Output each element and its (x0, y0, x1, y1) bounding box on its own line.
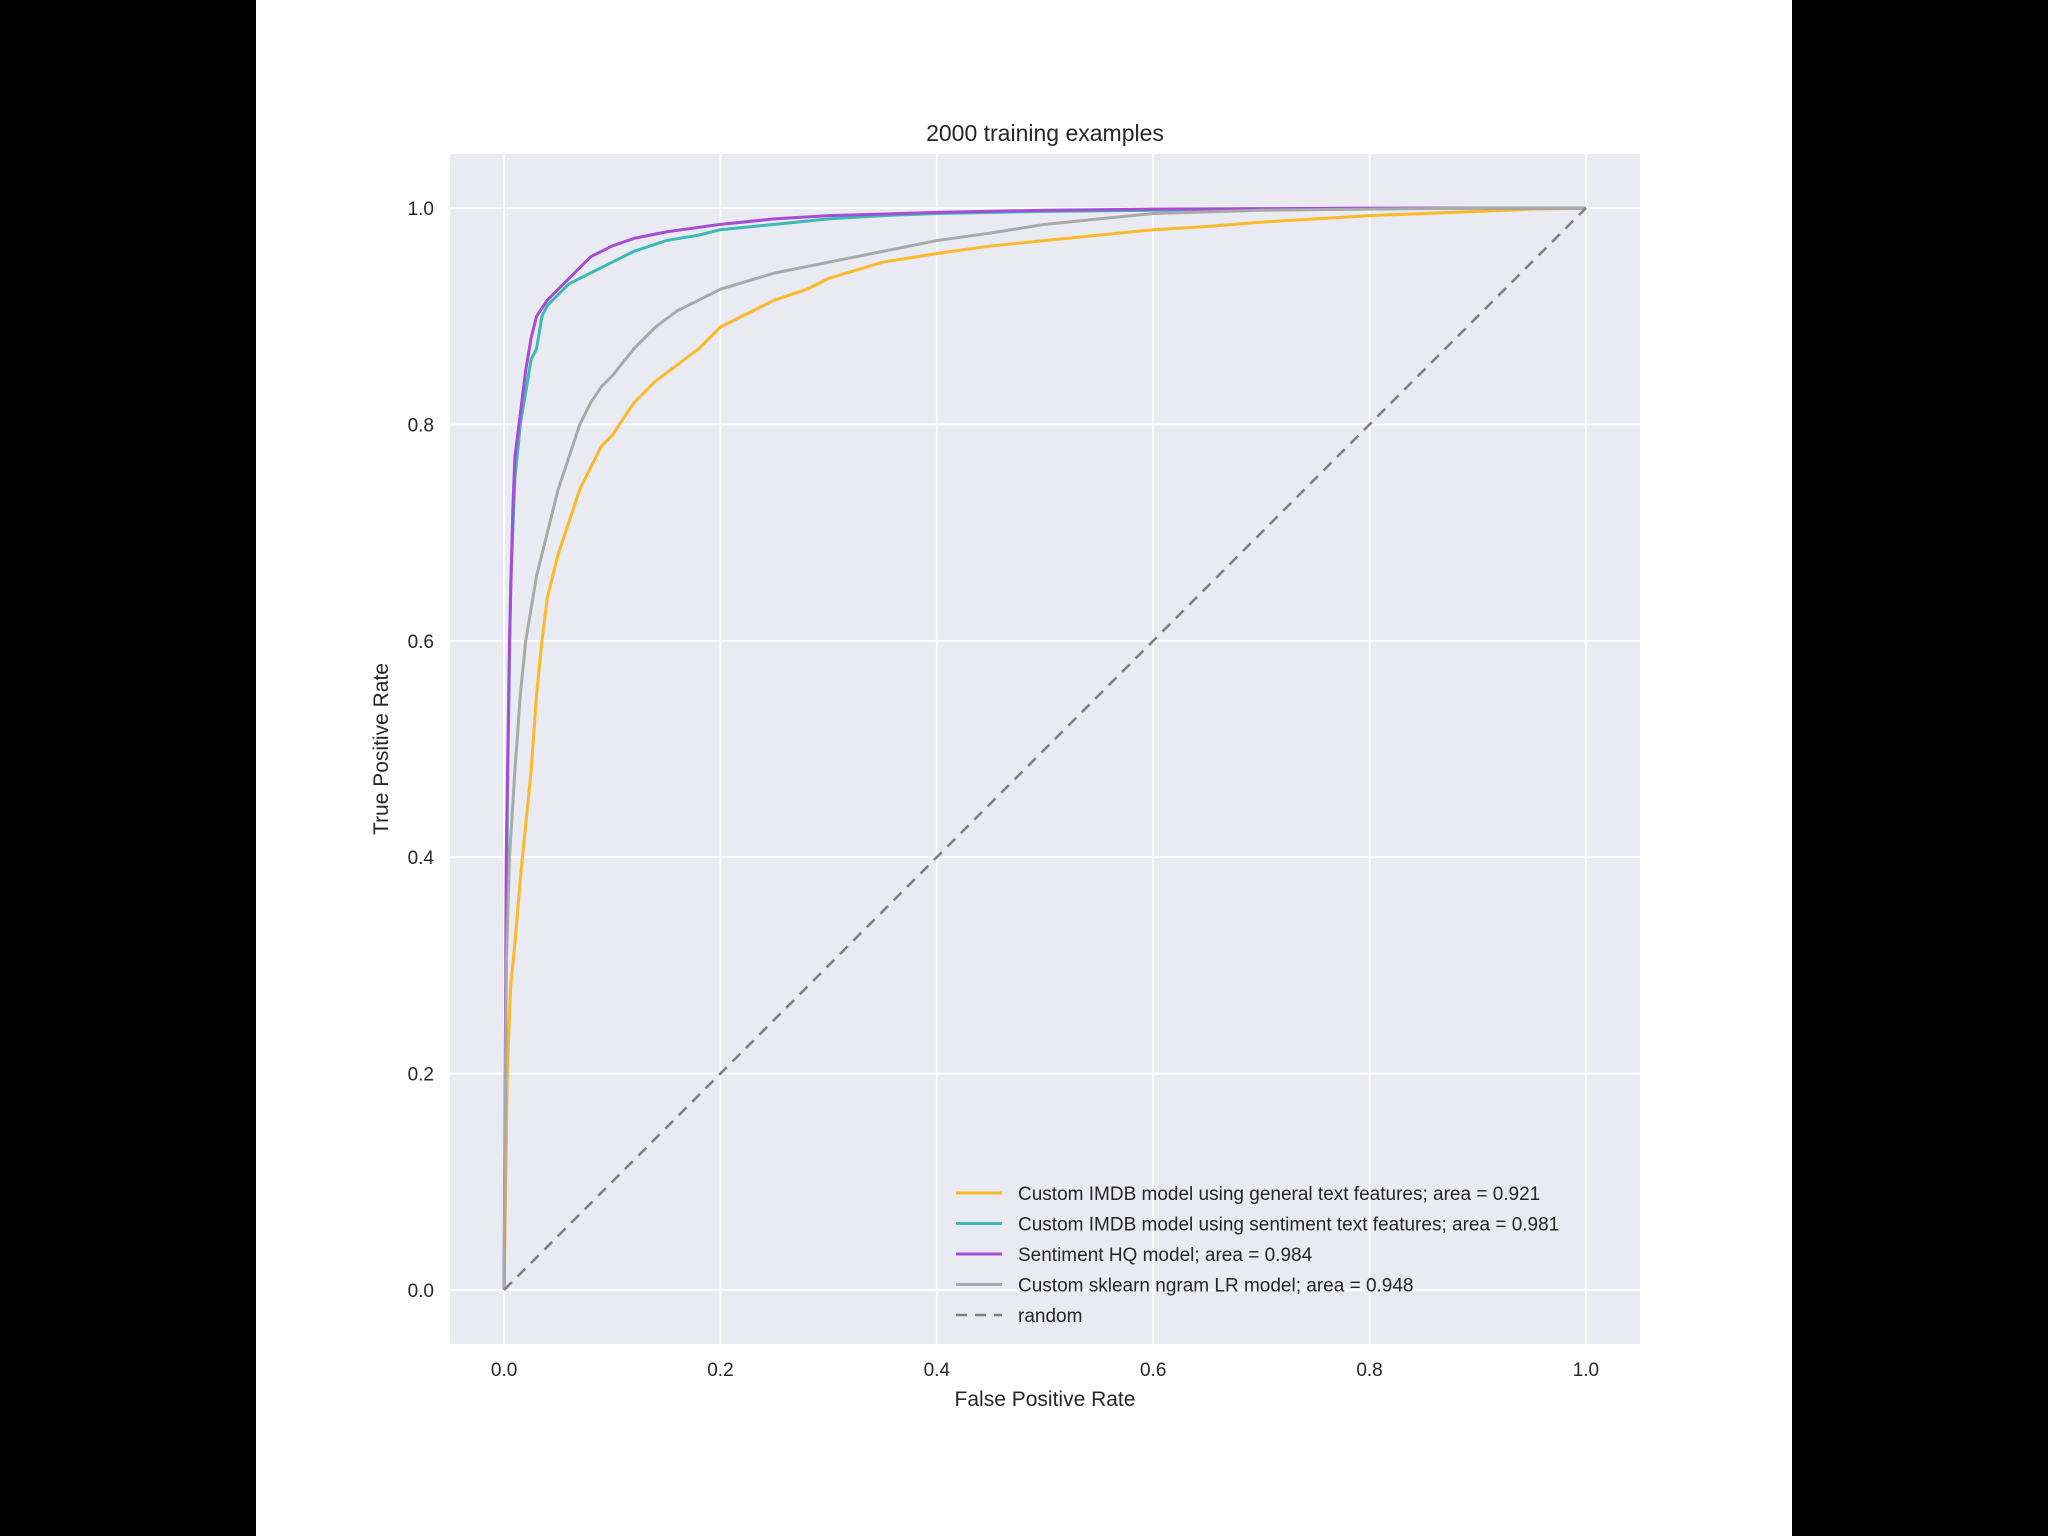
legend-label-0: Custom IMDB model using general text fea… (1018, 1184, 1540, 1205)
roc-chart: 0.0 0.2 0.4 0.6 0.8 1.0 0.0 0.2 0.4 0.6 0.8 1.0 20… (370, 120, 1640, 1411)
x-tick-label: 0.8 (1356, 1360, 1382, 1381)
y-tick-label: 0.6 (408, 632, 434, 653)
legend-label-2: Sentiment HQ model; area = 0.984 (1018, 1245, 1313, 1266)
y-tick-label: 0.4 (408, 848, 435, 869)
y-tick-label: 0.8 (408, 415, 434, 436)
series-lines (502, 206, 1587, 1291)
legend-label-3: Custom sklearn ngram LR model; area = 0.… (1018, 1276, 1414, 1297)
grid (450, 154, 1640, 1344)
y-tick-label: 0.2 (408, 1065, 434, 1086)
legend-label-4: random (1018, 1306, 1082, 1327)
series-line-2 (502, 206, 1586, 1290)
y-tick-label: 1.0 (408, 199, 434, 220)
x-tick-label: 0.2 (707, 1360, 733, 1381)
x-axis-label: False Positive Rate (955, 1388, 1136, 1411)
figure: 0.0 0.2 0.4 0.6 0.8 1.0 0.0 0.2 0.4 0.6 0.8 1.0 20… (256, 0, 1792, 1536)
y-axis-label: True Positive Rate (370, 663, 393, 835)
legend: Custom IMDB model using general text fea… (956, 1184, 1559, 1327)
y-axis-ticks: 0.0 0.2 0.4 0.6 0.8 1.0 (408, 199, 435, 1302)
x-tick-label: 0.4 (924, 1360, 951, 1381)
legend-label-1: Custom IMDB model using sentiment text f… (1018, 1215, 1559, 1236)
series-line-3 (502, 206, 1586, 1290)
x-tick-label: 0.0 (491, 1360, 517, 1381)
series-line-0 (502, 206, 1586, 1290)
series-line-4 (503, 207, 1587, 1291)
x-axis-ticks: 0.0 0.2 0.4 0.6 0.8 1.0 (491, 1360, 1599, 1381)
x-tick-label: 1.0 (1573, 1360, 1599, 1381)
x-tick-label: 0.6 (1140, 1360, 1166, 1381)
y-tick-label: 0.0 (408, 1281, 434, 1302)
chart-title: 2000 training examples (926, 120, 1164, 146)
